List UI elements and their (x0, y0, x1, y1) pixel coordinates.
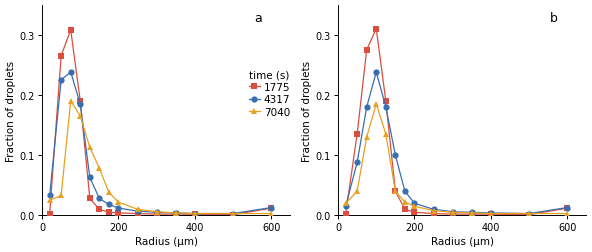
Text: a: a (255, 12, 262, 25)
Text: b: b (550, 12, 558, 25)
Y-axis label: Fraction of droplets: Fraction of droplets (5, 60, 15, 161)
X-axis label: Radius (μm): Radius (μm) (135, 237, 198, 246)
Y-axis label: Fraction of droplets: Fraction of droplets (301, 60, 311, 161)
Legend: 1775, 4317, 7040: 1775, 4317, 7040 (249, 70, 290, 117)
X-axis label: Radius (μm): Radius (μm) (431, 237, 494, 246)
